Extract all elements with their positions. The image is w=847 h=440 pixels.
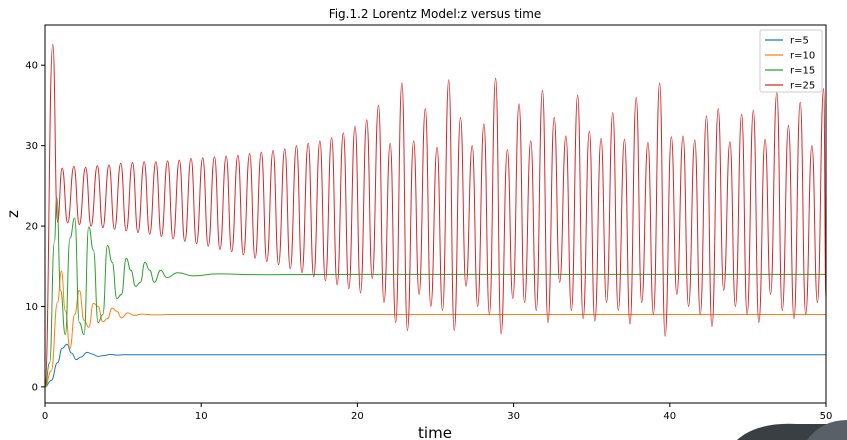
series-line-r-10 — [44, 270, 826, 388]
y-tick-label: 10 — [25, 302, 38, 313]
y-tick-label: 0 — [32, 382, 38, 393]
series-line-r-25 — [44, 43, 827, 388]
series-line-r-5 — [44, 343, 826, 388]
x-tick-label: 20 — [351, 411, 364, 422]
legend-label: r=15 — [790, 66, 815, 77]
legend-label: r=25 — [790, 81, 815, 92]
x-tick-label: 10 — [195, 411, 208, 422]
x-tick-label: 0 — [42, 411, 48, 422]
x-tick-label: 40 — [663, 411, 676, 422]
legend-label: r=10 — [790, 51, 815, 62]
x-tick-label: 50 — [820, 411, 833, 422]
y-tick-label: 30 — [25, 141, 38, 152]
plot-frame — [44, 24, 827, 404]
legend-label: r=5 — [790, 36, 809, 47]
decorative-corner-shape — [737, 420, 847, 440]
x-axis-ticks: 0 10 20 30 40 50 — [42, 403, 833, 422]
x-tick-label: 30 — [507, 411, 520, 422]
legend: r=5 r=10 r=15 r=25 — [759, 29, 823, 93]
chart-title: Fig.1.2 Lorentz Model:z versus time — [329, 7, 542, 21]
y-tick-label: 20 — [25, 222, 38, 233]
x-axis-label: time — [418, 424, 452, 440]
y-tick-label: 40 — [25, 61, 38, 72]
legend-box — [759, 29, 823, 93]
y-axis-ticks: 0 10 20 30 40 — [25, 61, 45, 393]
series-line-r-15 — [44, 197, 826, 388]
y-axis-label: z — [4, 210, 22, 218]
plot-lines — [44, 43, 827, 388]
